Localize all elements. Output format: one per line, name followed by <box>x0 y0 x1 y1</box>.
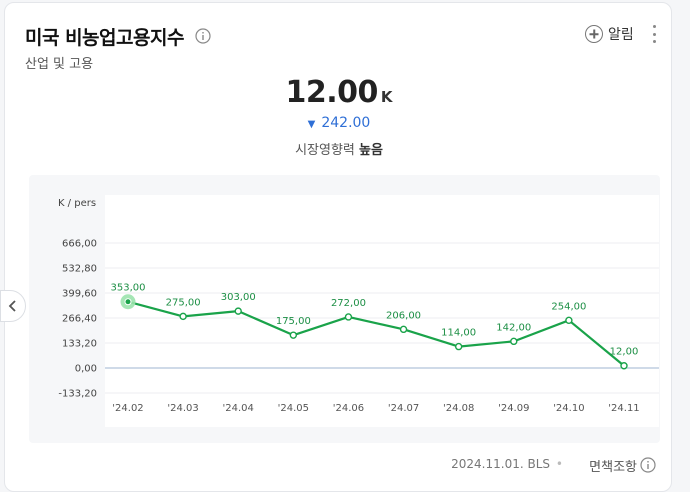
data-point <box>124 298 132 306</box>
impact-label: 시장영향력 <box>295 143 355 158</box>
y-axis-label: K / pers <box>58 198 96 209</box>
data-point <box>344 313 353 321</box>
plot-background <box>105 195 659 427</box>
y-tick-label: 266,40 <box>62 314 97 325</box>
data-point <box>399 325 408 334</box>
value-unit: K <box>380 88 393 106</box>
data-label: 275,00 <box>166 297 201 308</box>
data-point <box>234 307 242 315</box>
data-point <box>510 337 518 346</box>
current-value: 12.00 K <box>5 75 673 110</box>
change-amount: 242.00 <box>321 115 371 131</box>
data-point <box>565 316 573 325</box>
data-label: 254,00 <box>551 301 586 312</box>
value-number: 12.00 <box>285 75 378 110</box>
y-tick-label: 532,80 <box>62 264 97 275</box>
x-tick-label: '24.07 <box>388 403 419 414</box>
data-label: 142,00 <box>496 322 531 333</box>
data-label: 175,00 <box>276 316 311 327</box>
data-label: 353,00 <box>111 283 146 294</box>
x-tick-label: '24.03 <box>167 403 198 414</box>
x-tick-label: '24.06 <box>333 403 364 414</box>
chart-area: K / pers 666,00 532,80 399,60 266,40 133,20 0,… <box>29 175 660 443</box>
more-vertical-icon[interactable] <box>651 25 657 43</box>
source-date: 2024.11.01. BLS <box>451 457 550 471</box>
chevron-left-icon <box>8 300 16 312</box>
x-tick-label: '24.11 <box>608 403 639 414</box>
y-tick-label: -133,20 <box>58 389 97 400</box>
alarm-button[interactable]: 알림 <box>585 23 634 45</box>
page-title: 미국 비농업고용지수 <box>25 27 184 49</box>
down-triangle-icon: ▼ <box>307 119 316 130</box>
y-tick-label: 399,60 <box>62 289 97 300</box>
alarm-label: 알림 <box>608 27 634 43</box>
footer: 2024.11.01. BLS • 면책조항 <box>0 456 680 475</box>
data-label: 114,00 <box>441 328 476 339</box>
line-chart: K / pers 666,00 532,80 399,60 266,40 133,20 0,… <box>58 195 659 427</box>
category-label: 산업 및 고용 <box>25 57 94 72</box>
data-label: 272,00 <box>331 298 366 309</box>
impact-value: 높음 <box>359 143 383 158</box>
indicator-card: 미국 비농업고용지수 산업 및 고용 알림 12.00 K ▼ 242.00 시장영… <box>4 2 672 492</box>
x-tick-label: '24.05 <box>278 403 309 414</box>
disclaimer-link[interactable]: 면책조항 <box>589 460 637 475</box>
data-label: 303,00 <box>221 292 256 303</box>
data-label: 12,00 <box>610 347 639 358</box>
info-icon[interactable] <box>195 28 211 44</box>
plus-circle-icon <box>585 25 603 43</box>
market-impact: 시장영향력 높음 <box>5 139 673 158</box>
data-point <box>620 362 628 370</box>
x-tick-label: '24.08 <box>443 403 474 414</box>
data-label: 206,00 <box>386 310 421 321</box>
series-line <box>127 300 625 367</box>
y-tick-label: 133,20 <box>62 339 97 350</box>
info-icon[interactable] <box>640 457 656 473</box>
y-tick-label: 0,00 <box>75 364 97 375</box>
x-tick-label: '24.02 <box>112 403 143 414</box>
data-point <box>454 342 463 351</box>
data-point <box>179 312 187 321</box>
x-tick-label: '24.04 <box>223 403 254 414</box>
x-tick-label: '24.09 <box>498 403 529 414</box>
x-tick-label: '24.10 <box>553 403 584 414</box>
data-point <box>289 331 298 339</box>
previous-button[interactable] <box>0 290 26 322</box>
separator-dot: • <box>555 457 563 471</box>
y-tick-label: 666,00 <box>62 239 97 250</box>
change-value: ▼ 242.00 <box>5 115 673 131</box>
